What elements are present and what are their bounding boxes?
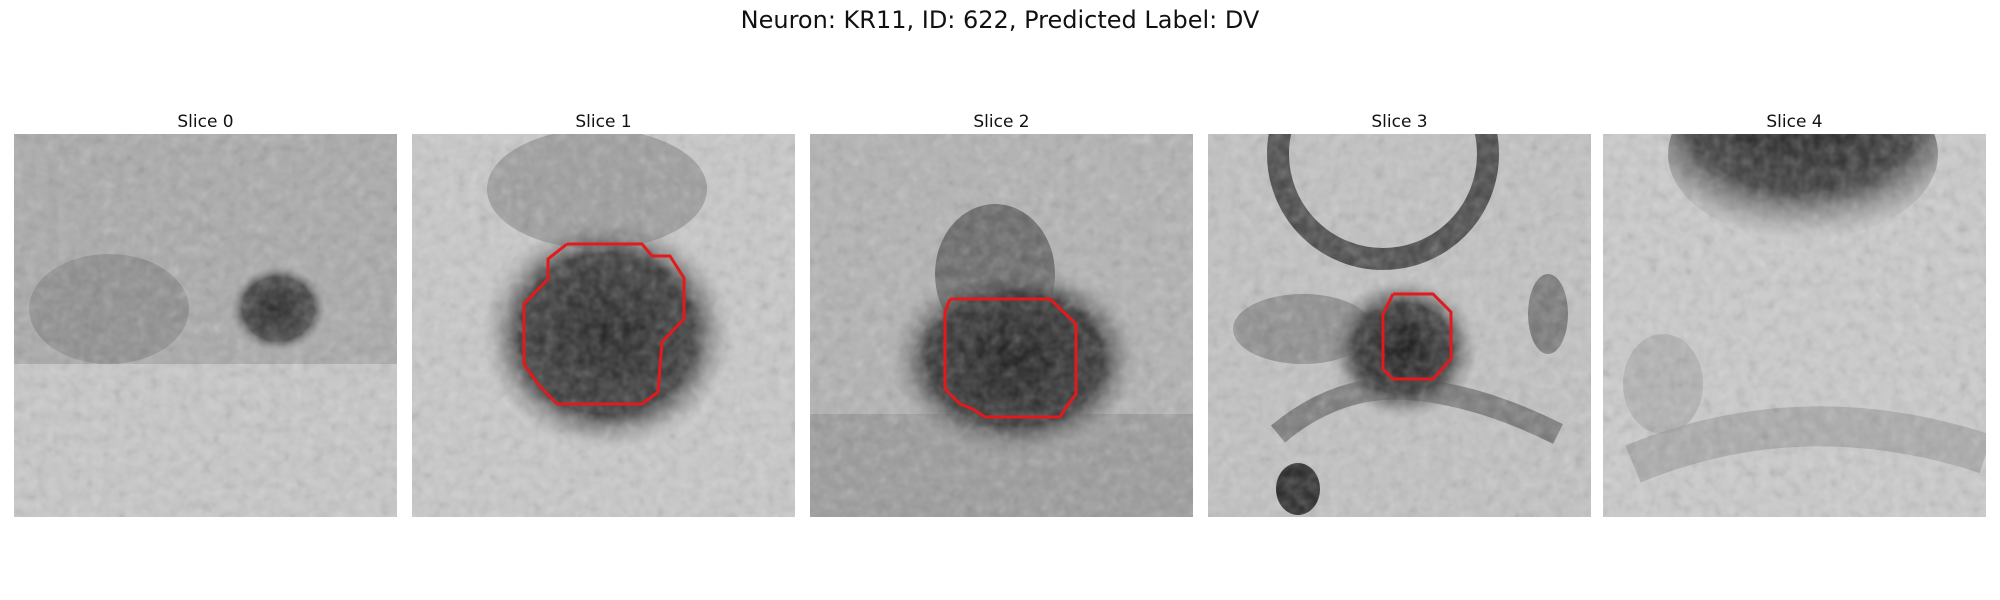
slice-panel-3: Slice 3 (1208, 110, 1591, 517)
slice-image-2 (810, 134, 1193, 517)
slice-title: Slice 2 (973, 112, 1030, 132)
slice-panel-1: Slice 1 (412, 110, 795, 517)
slice-image-3 (1208, 134, 1591, 517)
figure-title: Neuron: KR11, ID: 622, Predicted Label: … (740, 6, 1260, 34)
slice-panel-4: Slice 4 (1603, 110, 1986, 517)
roi-contour-2 (943, 297, 1078, 419)
slice-image-4 (1603, 134, 1986, 517)
slice-image-0 (14, 134, 397, 517)
slice-panel-0: Slice 0 (14, 110, 397, 517)
slice-title: Slice 1 (575, 112, 632, 132)
slice-title: Slice 3 (1371, 112, 1428, 132)
slice-image-1 (412, 134, 795, 517)
slice-panel-2: Slice 2 (810, 110, 1193, 517)
roi-contour-3 (1381, 292, 1453, 381)
roi-contour-1 (522, 242, 686, 406)
slice-title: Slice 0 (177, 112, 234, 132)
slice-title: Slice 4 (1766, 112, 1823, 132)
